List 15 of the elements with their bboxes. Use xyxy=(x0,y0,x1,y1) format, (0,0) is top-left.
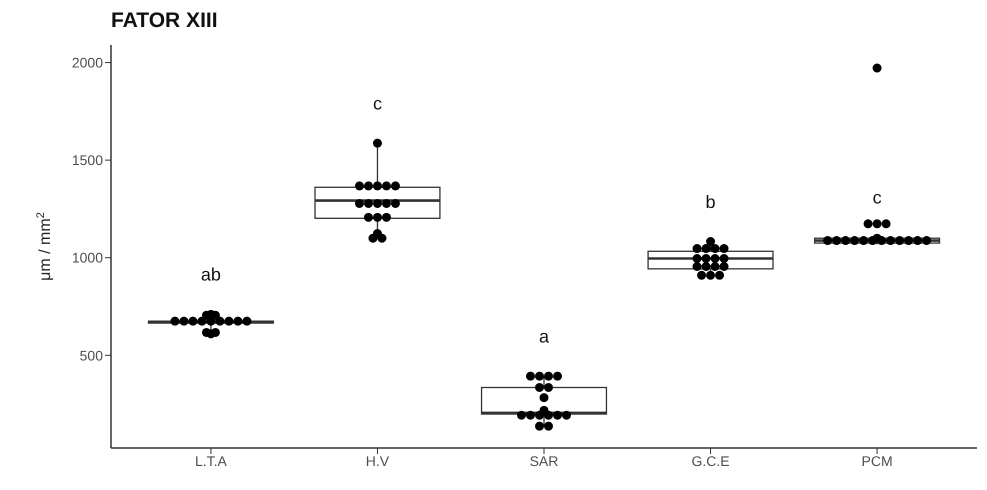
x-tick-label: L.T.A xyxy=(194,452,228,469)
x-tick-label: H.V xyxy=(366,452,390,469)
y-tick-label: 1000 xyxy=(72,250,104,266)
y-tick-label: 1500 xyxy=(72,152,104,168)
annotation: c xyxy=(872,187,882,208)
annotation: a xyxy=(538,326,550,347)
chart-title: FATOR XIII xyxy=(110,8,219,34)
x-tick-label: G.C.E xyxy=(691,452,730,469)
x-tick-label: PCM xyxy=(862,452,893,469)
x-tick-label: SAR xyxy=(530,452,558,469)
annotation: c xyxy=(372,94,382,114)
y-tick-label: 2000 xyxy=(72,54,104,71)
y-tick-label: 500 xyxy=(80,347,104,364)
annotation: ab xyxy=(200,264,221,285)
annotation: b xyxy=(706,192,716,212)
